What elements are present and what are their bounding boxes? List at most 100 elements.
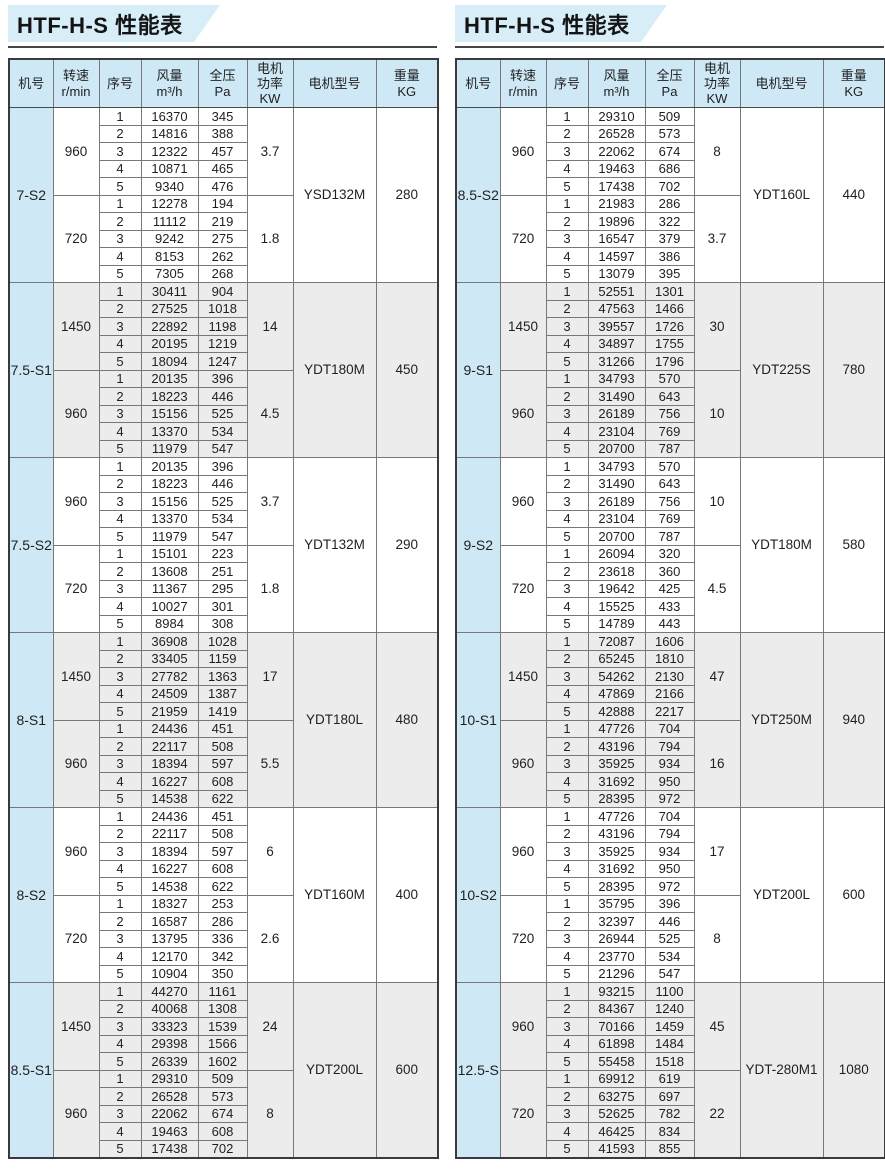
seq-cell: 2 [545, 387, 589, 406]
seq-cell: 3 [545, 842, 589, 861]
weight-cell: 440 [822, 107, 885, 283]
table-row: 4 24509 1387 [9, 684, 438, 703]
pressure-cell: 336 [197, 929, 248, 948]
flow-cell: 31266 [587, 352, 646, 371]
seq-cell: 4 [98, 247, 142, 266]
flow-cell: 18094 [140, 352, 199, 371]
table-row: 5 20700 787 [456, 527, 885, 546]
flow-cell: 29398 [140, 1034, 199, 1053]
flow-cell: 17438 [140, 1139, 199, 1159]
pressure-cell: 597 [197, 842, 248, 861]
pressure-cell: 1159 [197, 649, 248, 668]
flow-cell: 26339 [140, 1052, 199, 1071]
flow-cell: 31490 [587, 387, 646, 406]
seq-cell: 4 [98, 509, 142, 528]
flow-cell: 16547 [587, 229, 646, 248]
pressure-cell: 308 [197, 614, 248, 633]
table-row: 3 18394 597 [9, 842, 438, 861]
pressure-cell: 275 [197, 229, 248, 248]
speed-cell: 960 [499, 457, 547, 546]
seq-cell: 4 [98, 334, 142, 353]
weight-cell: 1080 [822, 982, 885, 1159]
flow-cell: 22892 [140, 317, 199, 336]
seq-cell: 2 [98, 1087, 142, 1106]
seq-cell: 4 [98, 1122, 142, 1141]
speed-cell: 960 [52, 807, 100, 896]
flow-cell: 26528 [587, 124, 646, 143]
header-row: 机号 转速 r/min 序号 风量 m³/h 全压 Pa 电机 功率 KW 电机型号 重量 K… [8, 58, 439, 108]
col-header-pressure: 全压 Pa [644, 58, 695, 108]
pressure-cell: 769 [644, 509, 695, 528]
pressure-cell: 674 [644, 142, 695, 161]
flow-cell: 14538 [140, 789, 199, 808]
power-cell: 5.5 [246, 719, 294, 808]
pressure-cell: 322 [644, 212, 695, 231]
flow-cell: 54262 [587, 667, 646, 686]
table-row: 720 1 15101 223 1.8 [9, 544, 438, 633]
flow-cell: 12322 [140, 142, 199, 161]
seq-cell: 4 [545, 859, 589, 878]
power-cell: 1.8 [246, 544, 294, 633]
pressure-cell: 787 [644, 527, 695, 546]
flow-cell: 11979 [140, 527, 199, 546]
seq-cell: 3 [98, 492, 142, 511]
pressure-cell: 396 [197, 369, 248, 388]
seq-cell: 3 [545, 929, 589, 948]
table-row: 3 39557 1726 [456, 317, 885, 336]
flow-cell: 20135 [140, 369, 199, 388]
speed-cell: 720 [499, 1069, 547, 1159]
table-row: 2 19896 322 [456, 212, 885, 231]
performance-table: 机号 转速 r/min 序号 风量 m³/h 全压 Pa 电机 功率 KW 电机型号 重量 K… [8, 58, 439, 1159]
col-header-power: 电机 功率 KW [693, 58, 741, 108]
pressure-cell: 446 [197, 387, 248, 406]
flow-cell: 10904 [140, 964, 199, 983]
seq-cell: 3 [98, 842, 142, 861]
speed-cell: 1450 [52, 632, 100, 721]
seq-cell: 1 [98, 982, 142, 1001]
seq-cell: 5 [545, 702, 589, 721]
flow-cell: 20135 [140, 457, 199, 476]
motor-cell: YDT180M [739, 457, 824, 633]
seq-cell: 5 [98, 877, 142, 896]
pressure-cell: 286 [644, 194, 695, 213]
flow-cell: 19463 [587, 159, 646, 178]
table-row: 3 35925 934 [456, 754, 885, 773]
seq-cell: 5 [98, 527, 142, 546]
speed-cell: 720 [499, 894, 547, 983]
pressure-cell: 1726 [644, 317, 695, 336]
power-cell: 22 [693, 1069, 741, 1159]
page-title: HTF-H-S 性能表 [17, 12, 183, 38]
flow-cell: 22117 [140, 737, 199, 756]
table-row: 5 26339 1602 [9, 1052, 438, 1071]
page-title: HTF-H-S 性能表 [464, 12, 630, 38]
seq-cell: 5 [545, 264, 589, 283]
seq-cell: 2 [98, 824, 142, 843]
table-row: 5 21296 547 [456, 964, 885, 983]
header-row: 机号 转速 r/min 序号 风量 m³/h 全压 Pa 电机 功率 KW 电机型号 重量 K… [455, 58, 885, 108]
flow-cell: 22062 [587, 142, 646, 161]
flow-cell: 31490 [587, 474, 646, 493]
pressure-cell: 1606 [644, 632, 695, 651]
table-row: 3 22062 674 [9, 1104, 438, 1123]
table-row: 2 43196 794 [456, 824, 885, 843]
table-row: 4 8153 262 [9, 247, 438, 266]
power-cell: 8 [693, 107, 741, 196]
table-row: 5 18094 1247 [9, 352, 438, 371]
flow-cell: 15101 [140, 544, 199, 563]
power-cell: 17 [246, 632, 294, 721]
model-cell: 10-S1 [455, 632, 501, 808]
pressure-cell: 1466 [644, 299, 695, 318]
weight-cell: 600 [375, 982, 439, 1159]
col-header-flow: 风量 m³/h [587, 58, 646, 108]
table-row: 5 14789 443 [456, 614, 885, 633]
col-header-weight: 重量 KG [822, 58, 885, 108]
table-row: 3 54262 2130 [456, 667, 885, 686]
flow-cell: 26094 [587, 544, 646, 563]
seq-cell: 3 [98, 1104, 142, 1123]
motor-cell: YDT250M [739, 632, 824, 808]
seq-cell: 4 [545, 1122, 589, 1141]
motor-cell: YDT200L [739, 807, 824, 983]
table-row: 2 40068 1308 [9, 999, 438, 1018]
flow-cell: 8153 [140, 247, 199, 266]
